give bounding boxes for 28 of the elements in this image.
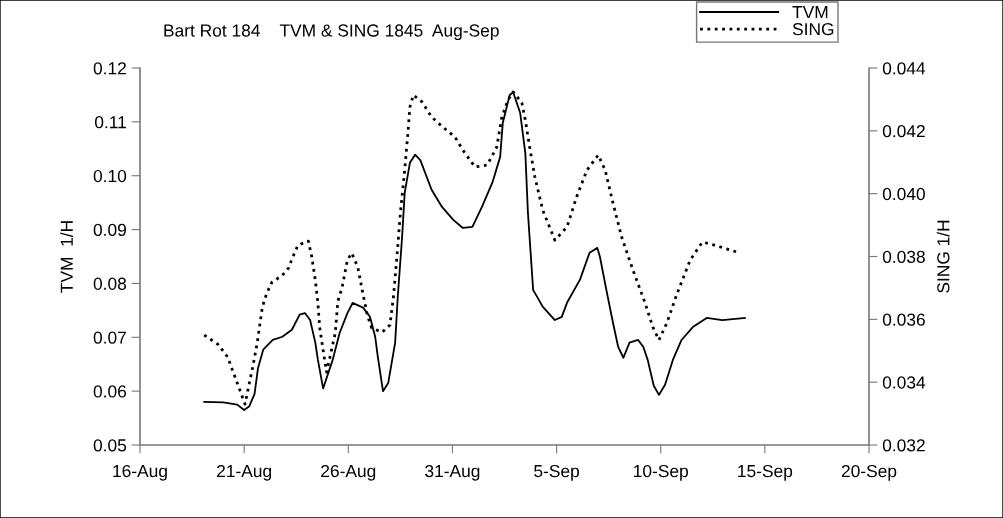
y-tick-label: 0.11 bbox=[94, 116, 126, 129]
y-tick-label: 0.10 bbox=[93, 169, 127, 183]
x-tick-label: 20-Sep bbox=[841, 464, 897, 481]
y2-tick-label: 0.032 bbox=[882, 439, 925, 452]
y-axis-title: TVM 1/H bbox=[60, 221, 73, 293]
x-tick-label: 26-Aug bbox=[321, 464, 376, 481]
legend-label: SING bbox=[792, 22, 834, 36]
y2-tick-label: 0.038 bbox=[882, 250, 925, 263]
y-tick-label: 0.12 bbox=[93, 62, 126, 75]
y2-tick-label: 0.044 bbox=[882, 62, 926, 75]
y-tick-label: 0.08 bbox=[93, 277, 127, 290]
y-tick-label: 0.09 bbox=[93, 223, 126, 237]
y2-axis-title: SING 1/H bbox=[936, 220, 950, 293]
y-tick-label: 0.07 bbox=[93, 331, 126, 344]
chart-title: Bart Rot 184 TVM & SING 1845 Aug-Sep bbox=[164, 24, 499, 41]
y-tick-label: 0.06 bbox=[93, 385, 127, 398]
legend-label: TVM bbox=[792, 6, 828, 19]
y2-tick-label: 0.034 bbox=[882, 376, 926, 389]
x-tick-label: 5-Sep bbox=[534, 464, 580, 481]
y2-tick-label: 0.040 bbox=[882, 187, 925, 201]
x-tick-label: 16-Aug bbox=[113, 464, 167, 481]
y-tick-label: 0.05 bbox=[93, 439, 127, 452]
x-tick-label: 31-Aug bbox=[425, 464, 480, 481]
y2-tick-label: 0.042 bbox=[882, 125, 925, 138]
x-tick-label: 15-Sep bbox=[738, 464, 793, 481]
y2-tick-label: 0.036 bbox=[882, 313, 925, 326]
x-tick-label: 10-Sep bbox=[634, 464, 688, 481]
x-tick-label: 21-Aug bbox=[217, 464, 272, 481]
